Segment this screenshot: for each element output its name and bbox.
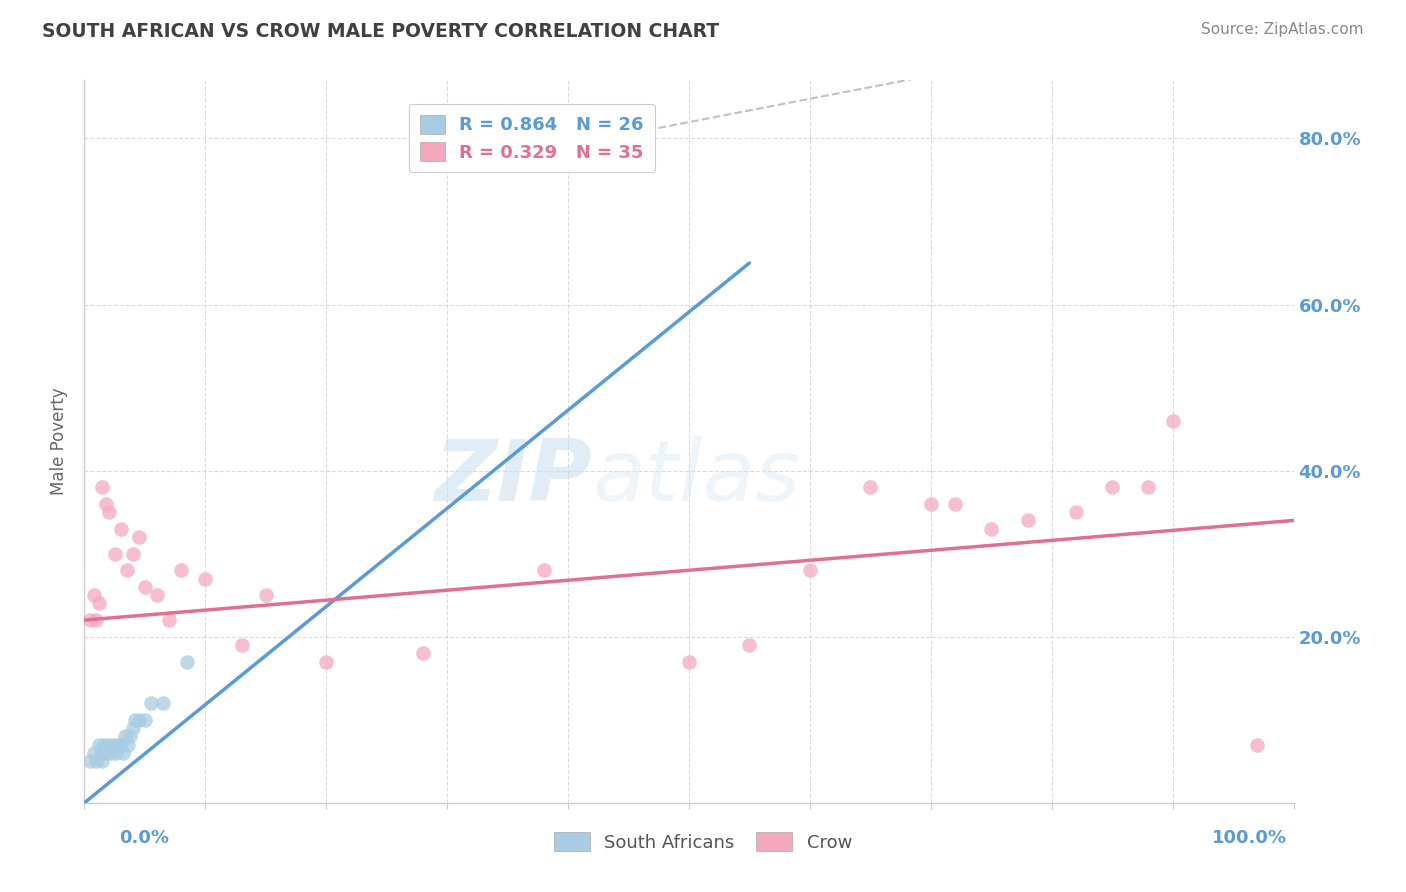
- Point: [128, 530, 150, 544]
- Point: [231, 638, 253, 652]
- Point: [533, 563, 555, 577]
- Point: [980, 522, 1002, 536]
- Point: [134, 713, 156, 727]
- Point: [1246, 738, 1268, 752]
- Point: [134, 580, 156, 594]
- Point: [678, 655, 700, 669]
- Point: [110, 738, 132, 752]
- Point: [86, 613, 108, 627]
- Point: [107, 738, 129, 752]
- Point: [114, 730, 136, 744]
- Point: [115, 563, 138, 577]
- Point: [112, 746, 135, 760]
- Point: [139, 696, 162, 710]
- Point: [943, 497, 966, 511]
- Point: [1064, 505, 1087, 519]
- Point: [1017, 513, 1039, 527]
- Legend: South Africans, Crow: South Africans, Crow: [544, 822, 862, 861]
- Point: [920, 497, 942, 511]
- Point: [146, 588, 169, 602]
- Point: [93, 738, 115, 752]
- Point: [121, 547, 143, 561]
- Text: ZIP: ZIP: [434, 436, 592, 519]
- Point: [87, 738, 110, 752]
- Y-axis label: Male Poverty: Male Poverty: [51, 388, 69, 495]
- Point: [86, 754, 108, 768]
- Point: [128, 713, 150, 727]
- Point: [104, 547, 127, 561]
- Text: atlas: atlas: [592, 436, 800, 519]
- Text: Source: ZipAtlas.com: Source: ZipAtlas.com: [1201, 22, 1364, 37]
- Point: [605, 139, 627, 153]
- Point: [94, 497, 117, 511]
- Point: [412, 646, 434, 660]
- Point: [1137, 480, 1160, 494]
- Point: [124, 713, 146, 727]
- Point: [110, 522, 132, 536]
- Point: [859, 480, 882, 494]
- Point: [194, 572, 217, 586]
- Point: [120, 730, 142, 744]
- Legend: R = 0.864   N = 26, R = 0.329   N = 35: R = 0.864 N = 26, R = 0.329 N = 35: [409, 103, 655, 172]
- Point: [121, 721, 143, 735]
- Point: [254, 588, 277, 602]
- Point: [738, 638, 761, 652]
- Point: [152, 696, 174, 710]
- Point: [104, 746, 127, 760]
- Point: [91, 754, 114, 768]
- Point: [103, 738, 125, 752]
- Point: [97, 738, 120, 752]
- Point: [100, 746, 122, 760]
- Point: [83, 746, 105, 760]
- Point: [79, 613, 101, 627]
- Point: [1101, 480, 1123, 494]
- Point: [1161, 414, 1184, 428]
- Point: [315, 655, 337, 669]
- Point: [91, 480, 114, 494]
- Point: [97, 505, 120, 519]
- Text: 0.0%: 0.0%: [120, 829, 170, 847]
- Point: [117, 738, 139, 752]
- Point: [79, 754, 101, 768]
- Text: SOUTH AFRICAN VS CROW MALE POVERTY CORRELATION CHART: SOUTH AFRICAN VS CROW MALE POVERTY CORRE…: [42, 22, 720, 41]
- Text: 100.0%: 100.0%: [1212, 829, 1286, 847]
- Point: [90, 746, 112, 760]
- Point: [87, 597, 110, 611]
- Point: [176, 655, 198, 669]
- Point: [157, 613, 180, 627]
- Point: [799, 563, 821, 577]
- Point: [83, 588, 105, 602]
- Point: [170, 563, 193, 577]
- Point: [94, 746, 117, 760]
